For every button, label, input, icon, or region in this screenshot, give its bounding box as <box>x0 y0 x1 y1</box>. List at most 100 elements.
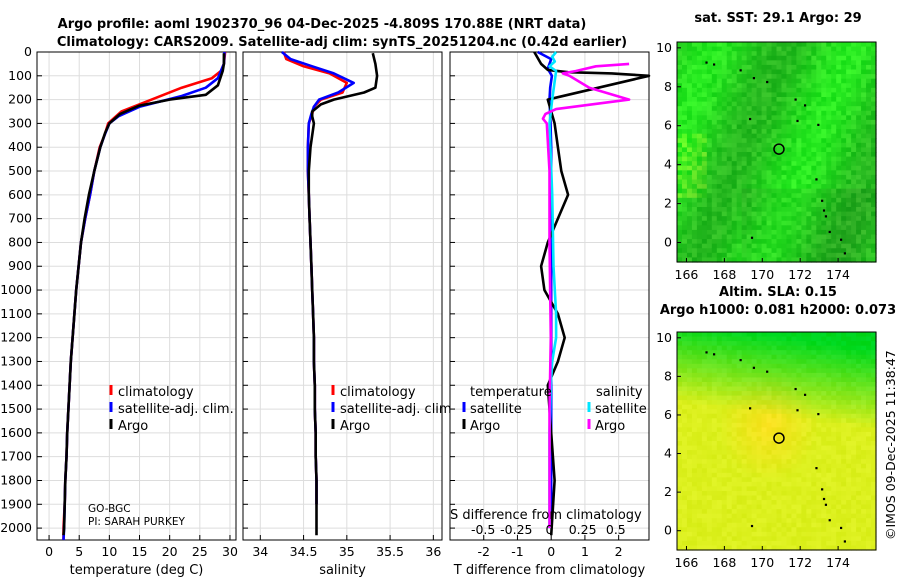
heatmap-cell <box>691 518 698 524</box>
heatmap-cell <box>761 101 768 107</box>
heatmap-cell <box>711 234 718 240</box>
heatmap-cell <box>806 248 812 254</box>
heatmap-cell <box>861 504 867 510</box>
heatmap-cell <box>677 170 683 176</box>
heatmap-cell <box>706 115 713 121</box>
heatmap-cell <box>696 522 703 528</box>
heatmap-cell <box>846 354 852 360</box>
heatmap-cell <box>786 454 793 460</box>
heatmap-cell <box>691 509 698 515</box>
heatmap-cell <box>856 522 862 528</box>
heatmap-cell <box>871 341 877 347</box>
heatmap-cell <box>831 83 837 89</box>
heatmap-cell <box>811 500 817 506</box>
heatmap-cell <box>846 332 852 338</box>
heatmap-cell <box>706 522 713 528</box>
x-tick-label: 25 <box>192 544 208 559</box>
heatmap-cell <box>776 536 783 542</box>
heatmap-cell <box>681 377 688 383</box>
heatmap-cell <box>681 422 688 428</box>
heatmap-cell <box>691 156 698 162</box>
heatmap-cell <box>821 518 827 524</box>
heatmap-cell <box>761 359 768 365</box>
heatmap-cell <box>816 46 822 52</box>
heatmap-cell <box>846 51 852 57</box>
heatmap-cell <box>731 509 738 515</box>
heatmap-cell <box>681 454 688 460</box>
heatmap-cell <box>741 518 748 524</box>
heatmap-cell <box>726 381 733 388</box>
heatmap-cell <box>766 179 773 185</box>
heatmap-cell <box>781 472 788 478</box>
island-mark <box>803 393 807 396</box>
heatmap-cell <box>761 386 768 392</box>
heatmap-cell <box>746 354 753 360</box>
heatmap-cell <box>806 341 812 347</box>
heatmap-cell <box>741 441 748 447</box>
heatmap-cell <box>846 395 852 401</box>
heatmap-cell <box>771 368 778 374</box>
heatmap-cell <box>746 42 753 48</box>
heatmap-cell <box>691 174 698 181</box>
heatmap-cell <box>856 513 862 519</box>
heatmap-cell <box>871 161 877 167</box>
heatmap-cell <box>766 350 773 356</box>
heatmap-cell <box>801 377 807 383</box>
heatmap-cell <box>816 409 822 415</box>
heatmap-cell <box>791 513 797 519</box>
heatmap-cell <box>746 450 753 456</box>
heatmap-cell <box>736 110 743 116</box>
heatmap-cell <box>816 119 822 126</box>
heatmap-cell <box>831 391 837 397</box>
heatmap-cell <box>741 495 748 501</box>
heatmap-cell <box>677 400 683 406</box>
heatmap-cell <box>831 202 837 208</box>
heatmap-cell <box>866 381 872 388</box>
heatmap-cell <box>736 341 743 347</box>
heatmap-cell <box>746 92 753 98</box>
heatmap-cell <box>746 509 753 515</box>
heatmap-cell <box>856 179 862 185</box>
heatmap-cell <box>786 202 793 208</box>
heatmap-cell <box>866 345 872 351</box>
heatmap-cell <box>806 545 812 551</box>
heatmap-cell <box>766 332 773 338</box>
heatmap-cell <box>866 441 872 447</box>
heatmap-cell <box>816 106 822 112</box>
heatmap-cell <box>756 354 763 360</box>
heatmap-cell <box>677 193 683 199</box>
heatmap-cell <box>851 354 857 360</box>
heatmap-cell <box>766 527 773 533</box>
heatmap-cell <box>706 341 713 347</box>
heatmap-cell <box>731 504 738 510</box>
heatmap-cell <box>741 129 748 135</box>
heatmap-cell <box>716 51 723 57</box>
heatmap-cell <box>711 504 718 510</box>
heatmap-cell <box>811 115 817 121</box>
heatmap-cell <box>841 156 847 162</box>
heatmap-cell <box>746 243 753 249</box>
heatmap-cell <box>856 354 862 360</box>
heatmap-cell <box>861 518 867 524</box>
heatmap-cell <box>821 42 827 48</box>
heatmap-cell <box>816 341 822 347</box>
heatmap-cell <box>796 463 802 469</box>
heatmap-cell <box>731 372 738 379</box>
heatmap-cell <box>816 193 822 199</box>
heatmap-cell <box>846 229 852 236</box>
heatmap-cell <box>741 372 748 379</box>
heatmap-cell <box>681 92 688 98</box>
heatmap-cell <box>761 220 768 226</box>
heatmap-cell <box>796 243 802 249</box>
heatmap-cell <box>866 60 872 66</box>
heatmap-cell <box>761 477 768 483</box>
heatmap-cell <box>841 248 847 254</box>
heatmap-cell <box>826 174 832 181</box>
heatmap-cell <box>706 531 713 537</box>
heatmap-cell <box>796 83 802 89</box>
heatmap-cell <box>686 179 693 185</box>
heatmap-cell <box>801 332 807 338</box>
heatmap-cell <box>831 129 837 135</box>
heatmap-cell <box>761 174 768 181</box>
heatmap-cell <box>821 540 827 547</box>
